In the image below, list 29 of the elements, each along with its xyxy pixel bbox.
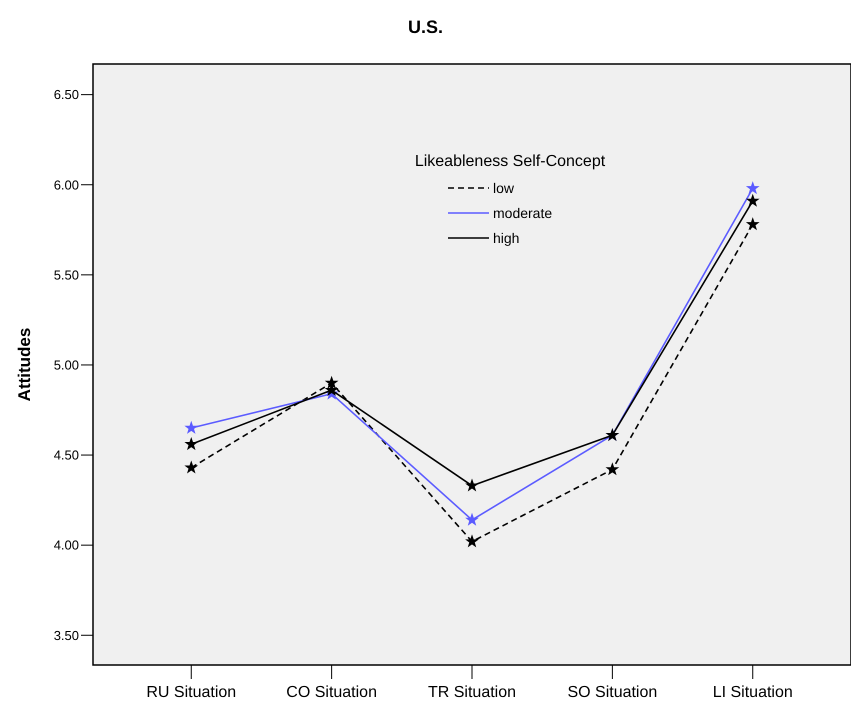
point	[466, 535, 478, 547]
y-tick-label: 4.00	[54, 538, 79, 553]
legend-label: moderate	[493, 204, 552, 221]
chart-title: U.S.	[408, 17, 444, 37]
y-tick-label: 4.50	[54, 448, 79, 463]
y-tick-label: 6.00	[54, 177, 79, 192]
point	[746, 182, 759, 194]
x-tick-label: CO Situation	[286, 684, 377, 701]
x-tick-label: TR Situation	[428, 684, 516, 701]
point	[185, 422, 198, 434]
point	[185, 461, 198, 473]
point	[466, 514, 478, 526]
y-tick-label: 5.50	[54, 267, 79, 282]
point	[185, 438, 198, 450]
y-tick-label: 6.50	[54, 87, 79, 102]
y-tick-label: 5.00	[54, 358, 79, 372]
point	[746, 218, 759, 230]
x-tick-label: SO Situation	[567, 684, 658, 701]
point	[326, 376, 338, 388]
legend-label: high	[493, 230, 520, 246]
y-tick-label: 3.50	[54, 628, 79, 643]
legend-label: low	[493, 180, 515, 196]
point	[606, 463, 618, 475]
point	[746, 194, 759, 206]
point	[466, 479, 478, 491]
y-axis-title: Attitudes	[15, 328, 34, 402]
x-tick-label: LI Situation	[712, 684, 793, 701]
legend-title: Likeableness Self-Concept	[414, 153, 606, 170]
x-tick-label: RU Situation	[146, 684, 236, 701]
